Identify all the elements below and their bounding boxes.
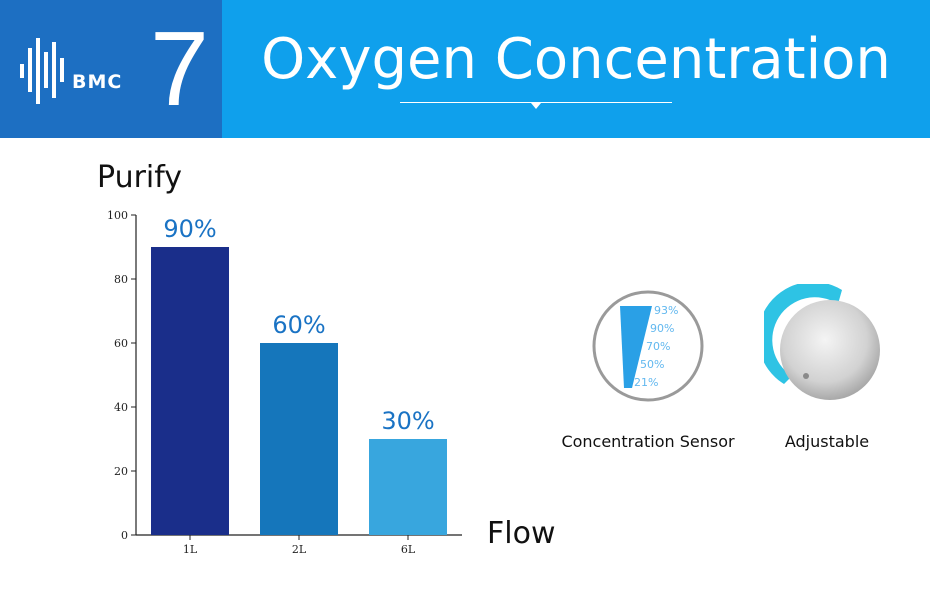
x-tick-label-1L: 1L — [183, 543, 198, 556]
brand-panel: BMC 7 — [0, 0, 222, 138]
data-label-1L: 90% — [163, 215, 216, 243]
adjustable-label: Adjustable — [784, 432, 870, 451]
y-tick-label-0: 0 — [121, 529, 128, 542]
page-title: Oxygen Concentration — [261, 27, 891, 92]
bar-2L — [260, 343, 338, 535]
x-tick-label-2L: 2L — [292, 543, 307, 556]
y-tick-label-40: 40 — [114, 401, 128, 414]
y-axis-title: Purify — [97, 160, 183, 195]
gauge-level-4: 21% — [634, 376, 658, 389]
bmc-logo-icon — [20, 38, 64, 104]
data-label-6L: 30% — [381, 407, 434, 435]
section-number: 7 — [150, 10, 209, 128]
bar-6L — [369, 439, 447, 535]
title-underline — [400, 102, 672, 103]
y-tick-label-80: 80 — [114, 273, 128, 286]
title-caret-icon — [531, 103, 541, 109]
gauge-level-2: 70% — [646, 340, 670, 353]
adjustment-knob-icon — [764, 284, 880, 400]
y-tick-label-100: 100 — [107, 209, 128, 222]
data-label-2L: 60% — [272, 311, 325, 339]
x-tick-label-6L: 6L — [401, 543, 416, 556]
y-tick-label-20: 20 — [114, 465, 128, 478]
bar-1L — [151, 247, 229, 535]
concentration-sensor-label: Concentration Sensor — [561, 432, 735, 451]
x-axis-title: Flow — [487, 516, 556, 551]
gauge-level-0: 93% — [654, 304, 678, 317]
title-banner — [222, 0, 930, 138]
gauge-level-1: 90% — [650, 322, 674, 335]
gauge-level-3: 50% — [640, 358, 664, 371]
concentration-gauge-icon: 93% 90% 70% 50% 21% — [592, 290, 704, 402]
y-tick-label-60: 60 — [114, 337, 128, 350]
brand-logo-text: BMC — [72, 71, 123, 93]
